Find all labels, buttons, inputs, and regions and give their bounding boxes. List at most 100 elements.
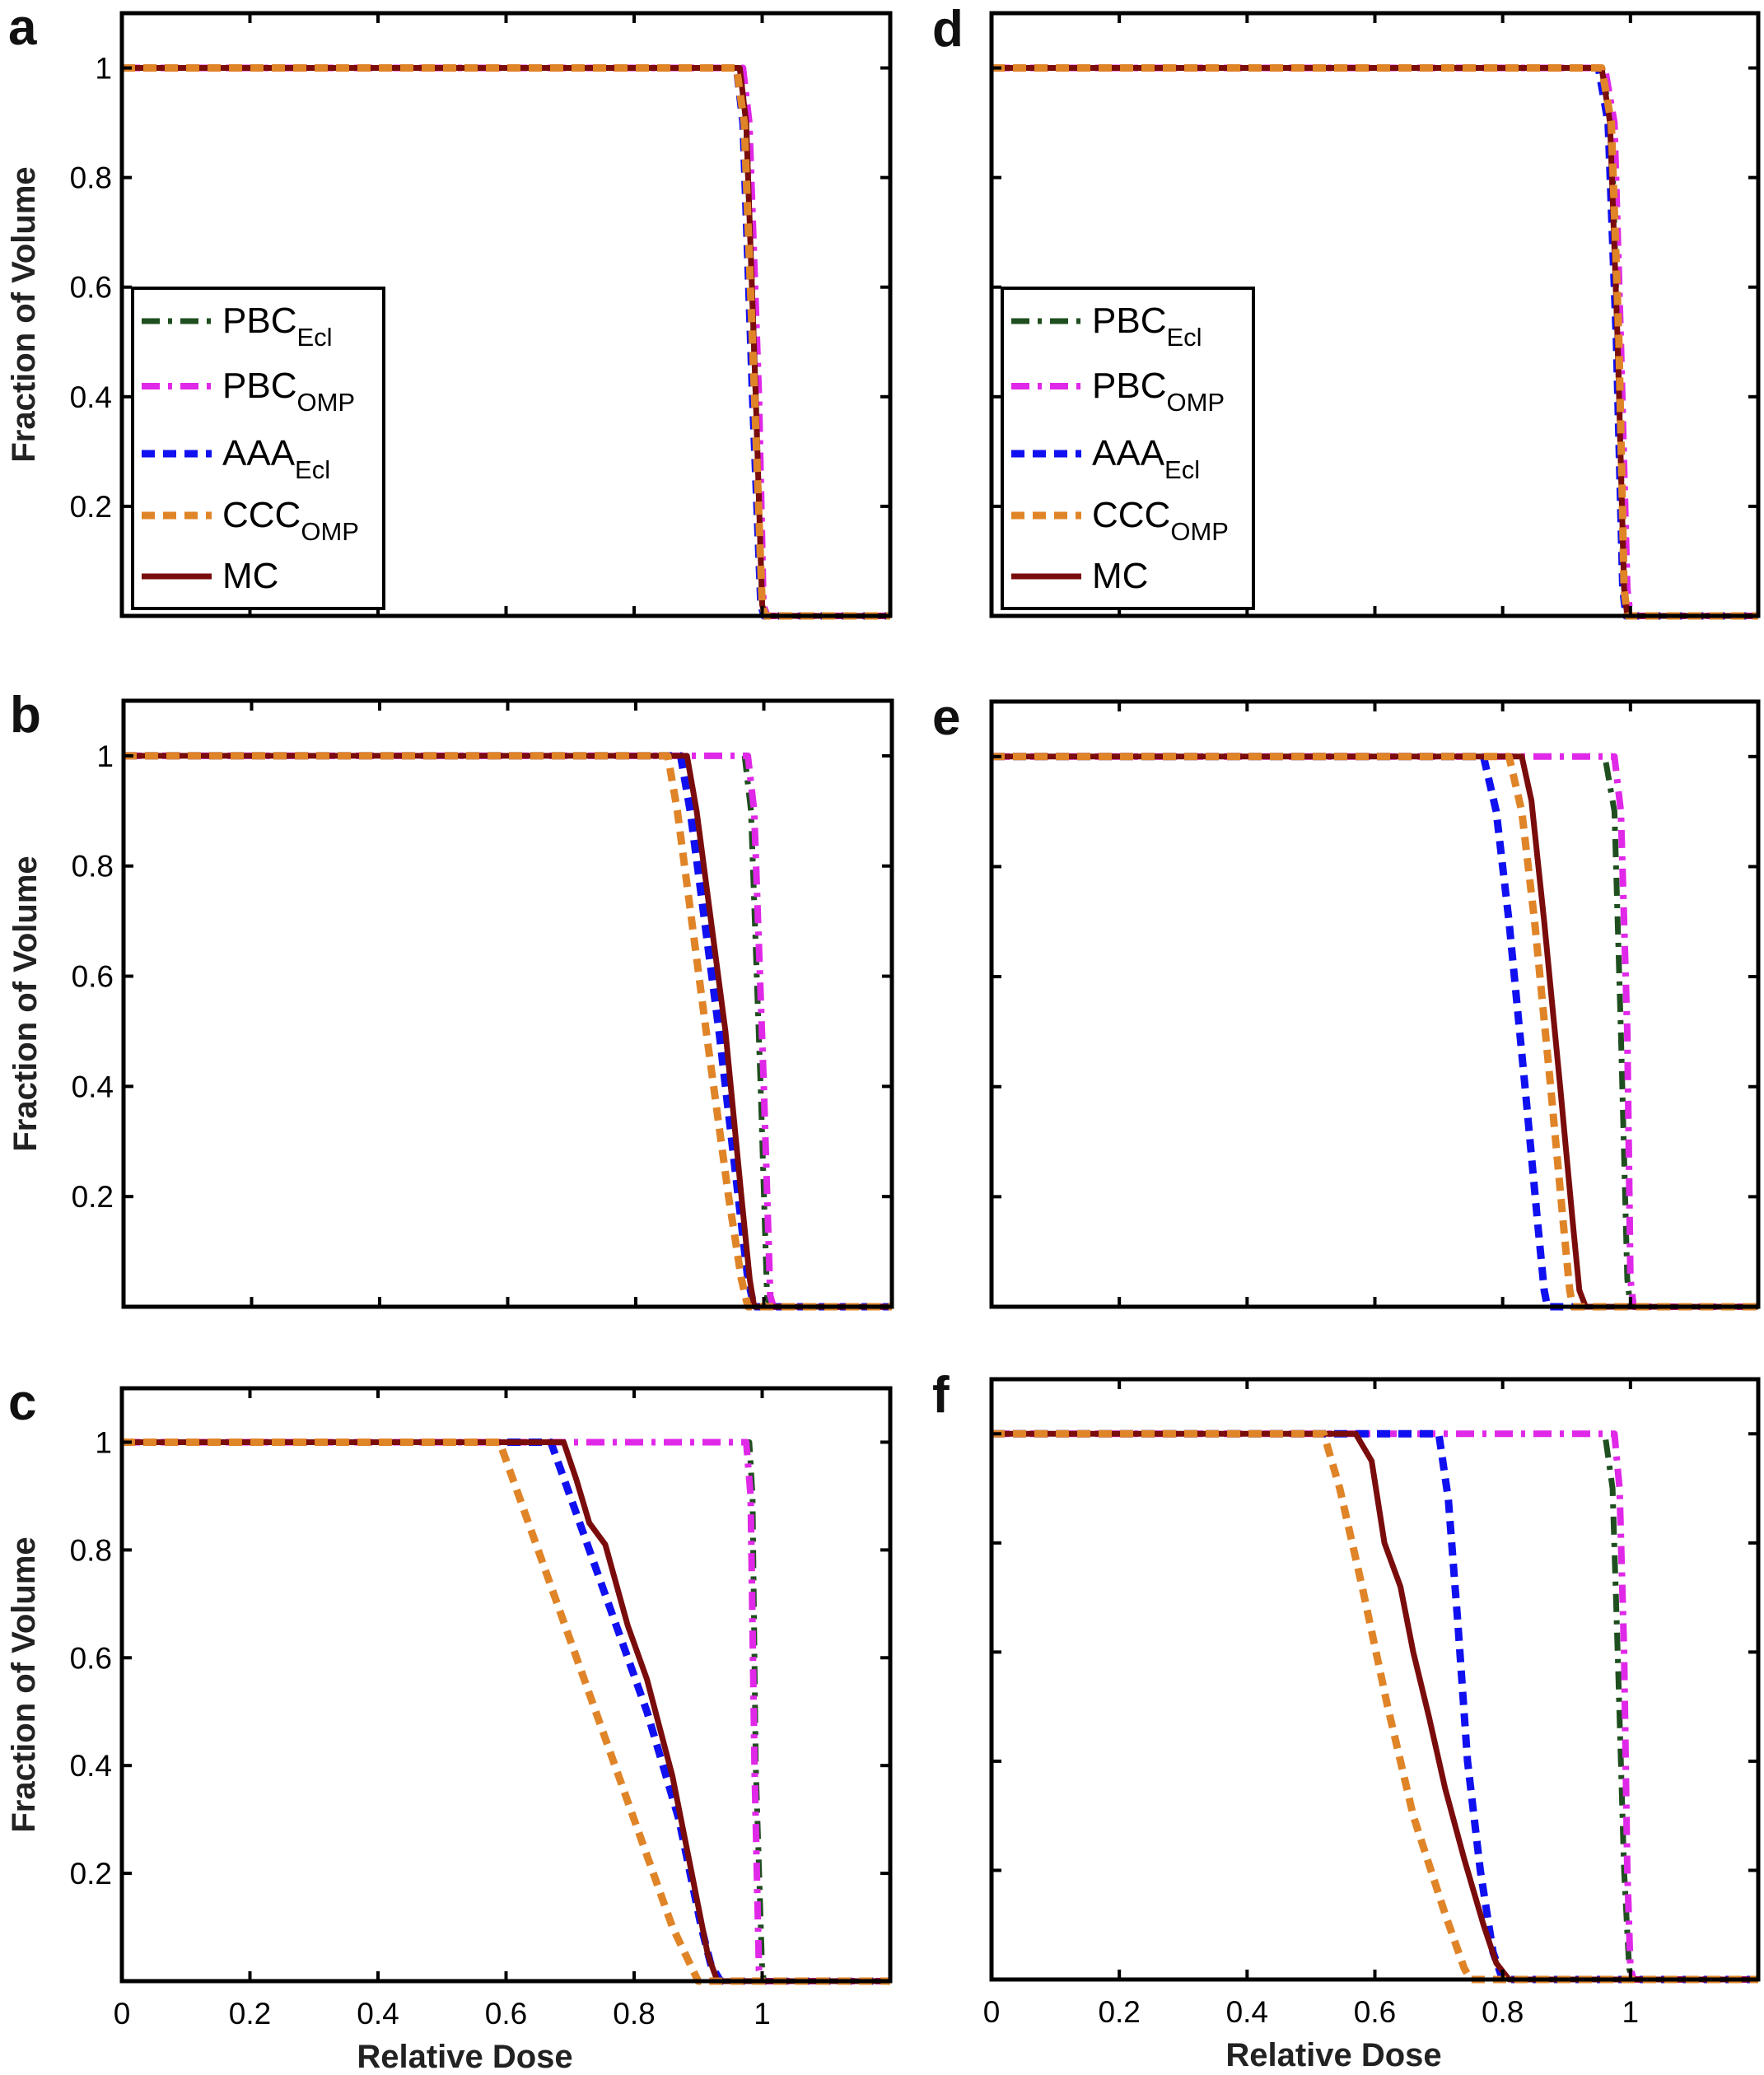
panel-c: 0 0.2 0.4 0.6 0.8 1 0.2 0.4 0.6 0.8 1 c Fraction of … [6, 1374, 893, 2075]
series-line-ccc-omp [992, 1429, 1758, 1984]
panel-letter: e [932, 689, 960, 746]
x-tick-label: 0.8 [1482, 1995, 1524, 2029]
legend-label: PBCEcl [222, 301, 333, 352]
y-tick-label: 0.6 [72, 960, 114, 994]
panel-letter: a [8, 0, 37, 56]
legend-name: CCC [222, 495, 301, 535]
legend-item-pbc-omp: PBCOMP [142, 366, 355, 417]
y-axis-label: Fraction of Volume [6, 166, 42, 462]
legend-label: CCCOMP [1092, 495, 1229, 546]
series-line-ccc-omp [992, 753, 1758, 1311]
legend-subscript: OMP [1170, 517, 1229, 546]
y-tick-label: 0.8 [70, 1533, 112, 1567]
legend-name: AAA [1092, 433, 1165, 473]
y-axis-label: Fraction of Volume [6, 1536, 42, 1832]
legend-label: PBCOMP [1092, 366, 1225, 417]
legend-box [131, 287, 385, 610]
x-tick-label: 0.2 [1098, 1995, 1140, 2029]
legend-subscript: OMP [296, 388, 355, 417]
x-axis-label: Relative Dose [1225, 2037, 1441, 2073]
legend-item-pbc-ecl: PBCEcl [1011, 301, 1202, 352]
panel-letter: d [932, 1, 964, 58]
plot-area [992, 702, 1758, 1307]
legend-name: PBC [222, 366, 296, 406]
x-tick-label: 0 [983, 1995, 1001, 2029]
series-line-ccc-omp [122, 1439, 890, 1985]
series-line-ccc-omp [124, 752, 892, 1311]
legend-item-ccc-omp: CCCOMP [1011, 495, 1229, 546]
legend-subscript: OMP [1166, 388, 1225, 417]
y-axis-label: Fraction of Volume [7, 856, 44, 1151]
legend-subscript: Ecl [1164, 455, 1200, 484]
y-tick-label: 0.4 [70, 1749, 112, 1783]
legend-name: CCC [1092, 495, 1170, 535]
legend-label: MC [1092, 556, 1148, 596]
plot-area [122, 1388, 890, 1981]
series-line-mc [122, 1439, 890, 1984]
legend-name: PBC [1092, 301, 1166, 341]
x-axis-label: Relative Dose [357, 2039, 572, 2075]
x-tick-label: 0.6 [1354, 1995, 1396, 2029]
panel-b: 0.2 0.4 0.6 0.8 1 b Fraction of Volume [7, 687, 894, 1311]
legend-item-mc: MC [142, 556, 278, 596]
x-tick-label: 0.4 [1226, 1995, 1268, 2029]
legend-name: MC [1092, 556, 1148, 596]
legend-item-ccc-omp: CCCOMP [142, 495, 359, 546]
legend-label: AAAEcl [1092, 433, 1200, 484]
legend-item-pbc-ecl: PBCEcl [142, 301, 333, 352]
legend-label: PBCOMP [222, 366, 355, 417]
series-line-pbc-ecl [992, 1430, 1758, 1983]
y-tick-label: 0.2 [72, 1180, 114, 1214]
y-tick-label: 0.8 [72, 850, 114, 884]
legend-label: AAAEcl [222, 433, 330, 484]
legend-name: PBC [222, 301, 296, 341]
panel-e: e [932, 689, 1761, 1311]
legend-item-aaa-ecl: AAAEcl [1011, 433, 1200, 484]
panel-f: 0 0.2 0.4 0.6 0.8 1 f Relative Dose [932, 1367, 1761, 2073]
panel-letter: f [932, 1367, 950, 1424]
series-line-mc [992, 1430, 1758, 1983]
x-tick-label: 0 [114, 1997, 131, 2031]
legend-item-mc: MC [1011, 556, 1148, 596]
series-line-aaa-ecl [124, 752, 892, 1311]
x-tick-label: 0.6 [485, 1997, 527, 2031]
x-tick-label: 1 [1622, 1995, 1640, 2029]
panel-letter: c [8, 1374, 36, 1431]
y-tick-label: 0.2 [70, 490, 112, 524]
y-tick-label: 1 [95, 1425, 112, 1459]
legend-label: MC [222, 556, 278, 596]
panel-letter: b [10, 687, 41, 744]
legend-subscript: Ecl [296, 323, 332, 352]
plot-area [124, 701, 892, 1307]
legend-subscript: Ecl [1166, 323, 1202, 352]
x-tick-label: 0.8 [613, 1997, 655, 2031]
y-tick-label: 0.8 [70, 161, 112, 195]
legend-subscript: Ecl [295, 455, 330, 484]
x-tick-label: 0.2 [229, 1997, 271, 2031]
y-tick-label: 0.6 [70, 1641, 112, 1675]
x-tick-label: 1 [754, 1997, 771, 2031]
legend-item-pbc-omp: PBCOMP [1011, 366, 1225, 417]
series-line-mc [124, 753, 892, 1310]
legend-box [1001, 287, 1255, 610]
y-tick-label: 0.6 [70, 271, 112, 305]
legend-label: CCCOMP [222, 495, 359, 546]
legend-name: AAA [222, 433, 296, 473]
y-tick-label: 1 [96, 739, 114, 773]
y-tick-label: 0.4 [70, 380, 112, 414]
legend-subscript: OMP [301, 517, 359, 546]
legend-item-aaa-ecl: AAAEcl [142, 433, 330, 484]
legend-label: PBCEcl [1092, 301, 1202, 352]
y-tick-label: 0.2 [70, 1857, 112, 1891]
series-line-mc [992, 753, 1758, 1310]
y-tick-label: 1 [95, 52, 112, 86]
legend-name: MC [222, 556, 278, 596]
series-line-aaa-ecl [992, 753, 1758, 1311]
y-tick-label: 0.4 [72, 1070, 114, 1103]
x-tick-label: 0.4 [357, 1997, 399, 2031]
